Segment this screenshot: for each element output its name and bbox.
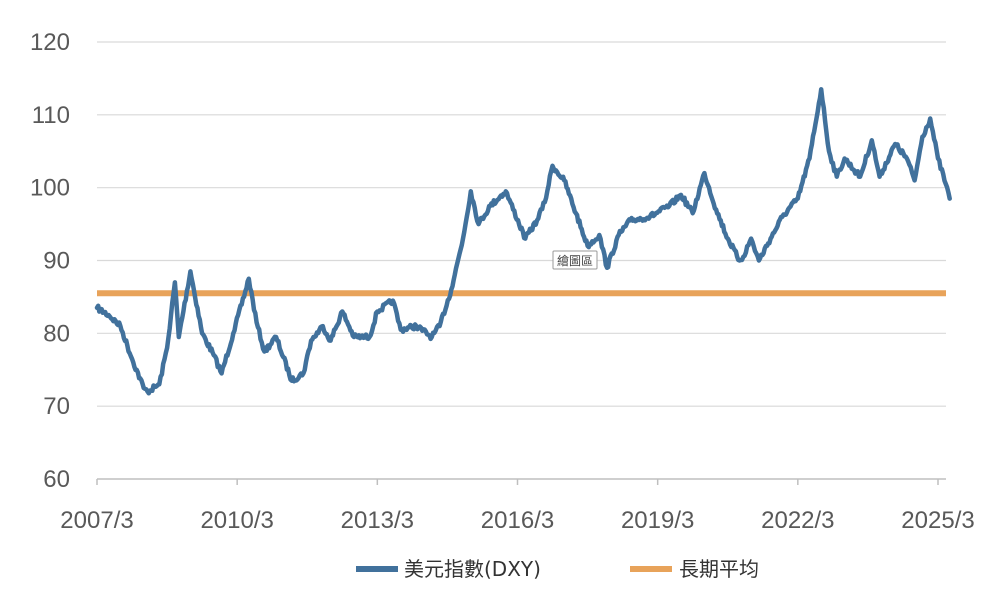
gridlines	[97, 41, 946, 407]
y-tick-label: 80	[43, 320, 70, 347]
legend: 美元指數(DXY) 長期平均	[356, 557, 759, 581]
x-tick-label: 2016/3	[481, 507, 554, 534]
legend-label-dxy: 美元指數(DXY)	[404, 557, 541, 581]
x-tick-label: 2019/3	[621, 507, 694, 534]
y-tick-label: 90	[43, 248, 70, 275]
x-tick-label: 2025/3	[901, 507, 974, 534]
y-axis-tick-labels: 60 70 80 90 100 110 120	[30, 29, 70, 493]
x-tick-label: 2010/3	[200, 507, 273, 534]
plot-area	[94, 87, 952, 396]
x-tick-label: 2013/3	[341, 507, 414, 534]
y-tick-label: 70	[43, 393, 70, 420]
legend-label-average: 長期平均	[679, 557, 759, 581]
y-tick-label: 120	[30, 29, 70, 56]
plot-area-tooltip: 繪圖區	[552, 250, 598, 270]
tooltip-box	[552, 250, 598, 270]
x-tick-label: 2007/3	[60, 507, 133, 534]
y-tick-label: 110	[32, 102, 70, 129]
x-tick-label: 2022/3	[761, 507, 834, 534]
x-axis: 2007/3 2010/3 2013/3 2016/3 2019/3 2022/3 2025…	[60, 478, 975, 534]
y-tick-label: 60	[43, 466, 70, 493]
dxy-series-line	[94, 87, 952, 396]
tooltip-text: 繪圖區	[557, 253, 593, 268]
y-tick-label: 100	[30, 175, 70, 202]
